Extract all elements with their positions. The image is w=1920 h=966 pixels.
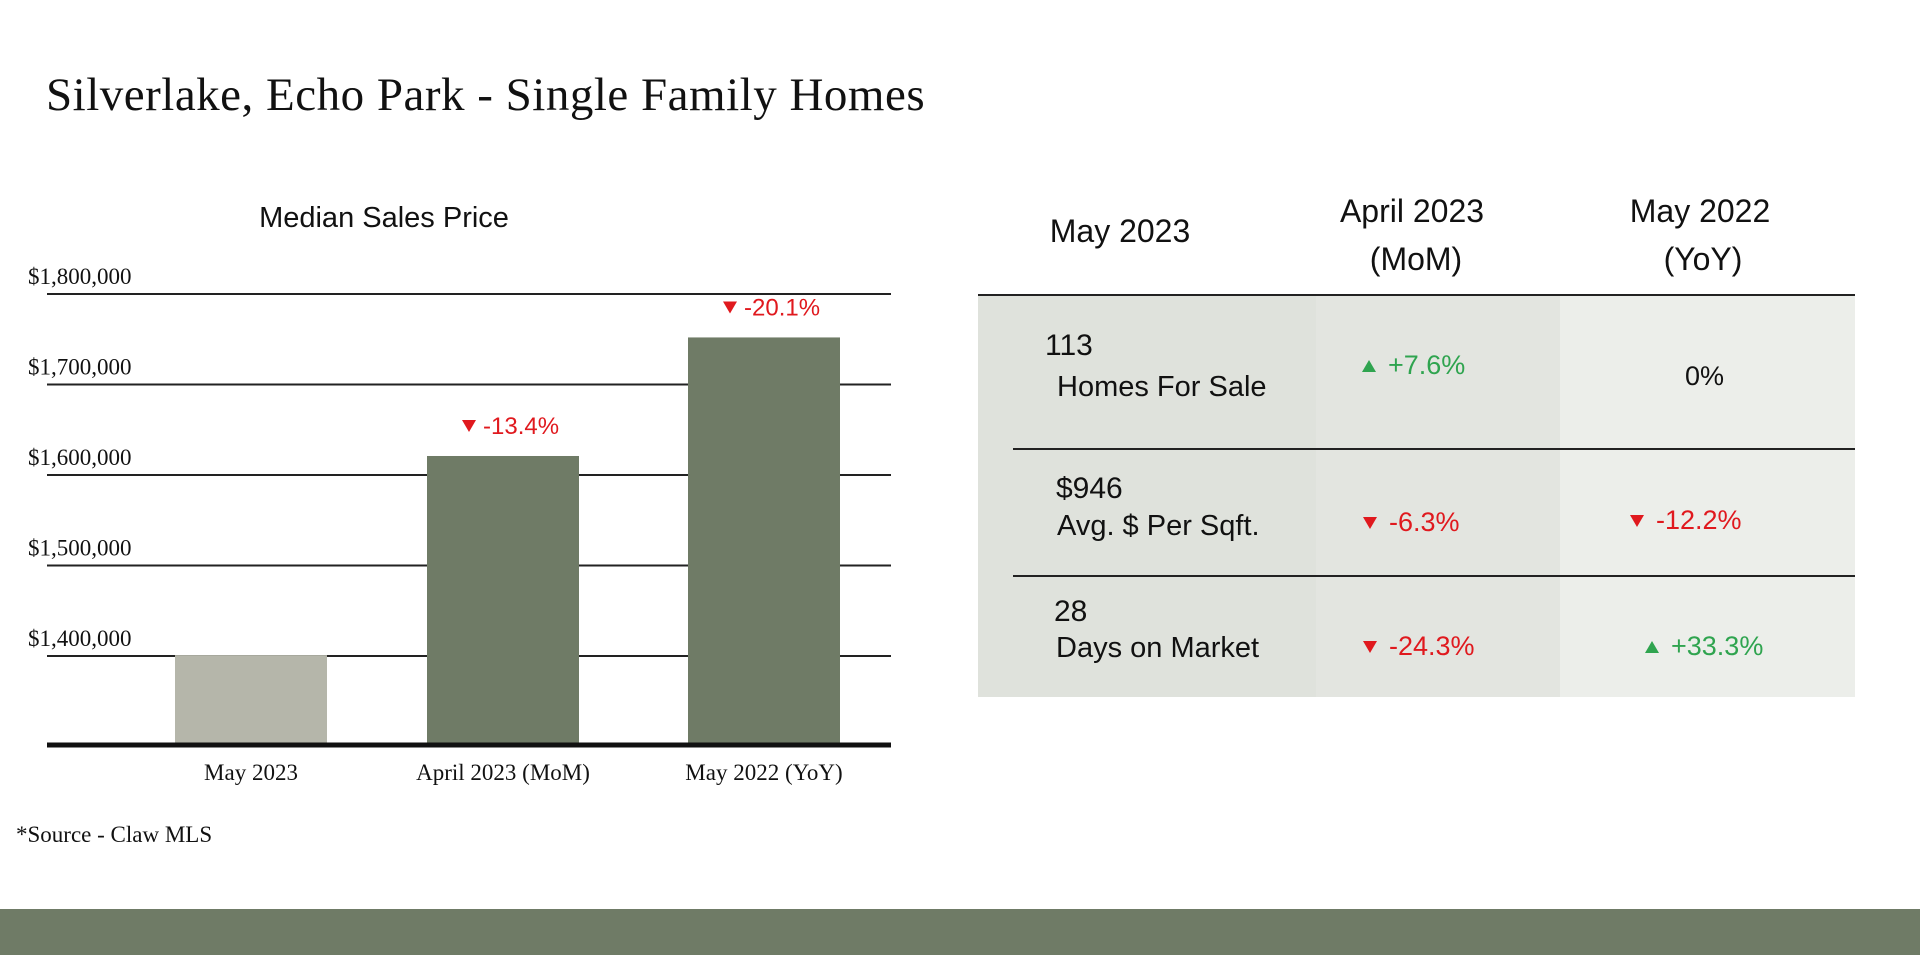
down-triangle-icon	[1363, 516, 1377, 529]
bar	[175, 655, 327, 743]
y-tick-label: $1,600,000	[28, 445, 132, 470]
header-current: May 2023	[1049, 213, 1191, 249]
price-per-sqft-yoy: -12.2%	[1630, 505, 1742, 536]
down-triangle-icon	[462, 419, 476, 432]
y-tick-label: $1,500,000	[28, 536, 132, 561]
up-triangle-icon	[1362, 359, 1376, 372]
price-per-sqft-mom: -6.3%	[1363, 507, 1460, 538]
header-mom-line2: (MoM)	[1369, 241, 1463, 277]
bar	[427, 455, 579, 743]
y-tick-label: $1,800,000	[28, 264, 132, 289]
days-on-market-value: 28	[1054, 595, 1088, 628]
current-column-background	[978, 296, 1316, 697]
price-per-sqft-value: $946	[1056, 472, 1123, 505]
bar-data-label: -13.4%	[483, 413, 559, 440]
page-title: Silverlake, Echo Park - Single Family Ho…	[46, 69, 926, 121]
homes-for-sale-value: 113	[1045, 329, 1093, 362]
homes-for-sale-yoy-value: 0%	[1685, 361, 1725, 391]
x-tick-label: April 2023 (MoM)	[416, 760, 590, 785]
row-divider	[1013, 575, 1855, 577]
down-triangle-icon	[1630, 514, 1644, 527]
days-on-market-mom: -24.3%	[1363, 631, 1475, 662]
homes-for-sale-yoy: 0%	[1685, 361, 1724, 392]
price-per-sqft-label: Avg. $ Per Sqft.	[1057, 510, 1260, 542]
days-on-market-yoy: +33.3%	[1645, 631, 1763, 662]
price-per-sqft-mom-value: -6.3%	[1389, 507, 1460, 537]
header-yoy-line1: May 2022	[1629, 193, 1771, 229]
homes-for-sale-mom: +7.6%	[1362, 350, 1465, 381]
mom-column-background	[1316, 296, 1560, 697]
days-on-market-mom-value: -24.3%	[1389, 631, 1475, 661]
header-rule	[978, 294, 1855, 296]
down-triangle-icon	[1363, 640, 1377, 653]
price-per-sqft-yoy-value: -12.2%	[1656, 505, 1742, 535]
homes-for-sale-mom-value: +7.6%	[1388, 350, 1466, 380]
up-triangle-icon	[1645, 640, 1659, 653]
homes-for-sale-label: Homes For Sale	[1057, 371, 1267, 403]
median-sales-price-chart: Median Sales Price $1,400,000 $1,500,000 $…	[28, 202, 891, 785]
chart-title: Median Sales Price	[259, 202, 509, 234]
header-yoy-line2: (YoY)	[1663, 241, 1743, 277]
row-divider	[1013, 448, 1855, 450]
header-mom-line1: April 2023	[1339, 193, 1485, 229]
footer-band	[0, 909, 1920, 955]
days-on-market-yoy-value: +33.3%	[1671, 631, 1764, 661]
y-tick-label: $1,400,000	[28, 626, 132, 651]
x-tick-label: May 2023	[204, 760, 298, 785]
y-tick-label: $1,700,000	[28, 355, 132, 380]
bar	[688, 337, 840, 743]
bar-data-label: -20.1%	[744, 294, 820, 321]
down-triangle-icon	[723, 301, 737, 314]
source-note: *Source - Claw MLS	[16, 822, 213, 847]
yoy-column-background	[1560, 296, 1855, 697]
days-on-market-label: Days on Market	[1056, 632, 1260, 664]
x-tick-label: May 2022 (YoY)	[685, 760, 842, 785]
